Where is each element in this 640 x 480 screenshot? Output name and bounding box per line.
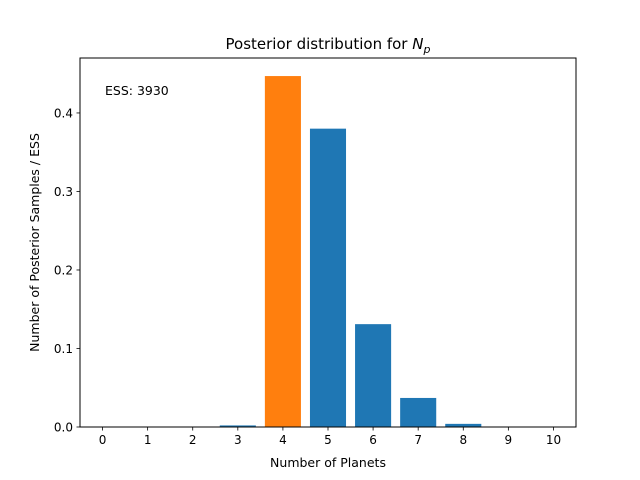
bar-5 bbox=[309, 128, 347, 427]
x-tick-label-8: 8 bbox=[459, 433, 467, 447]
x-tick-label-10: 10 bbox=[546, 433, 561, 447]
x-tick-label-7: 7 bbox=[414, 433, 422, 447]
x-axis: 0 1 2 3 4 5 6 7 8 9 10 bbox=[99, 427, 561, 447]
bar-8 bbox=[445, 423, 482, 427]
y-axis: 0.0 0.1 0.2 0.3 0.4 bbox=[54, 106, 80, 435]
bar-6 bbox=[355, 324, 392, 427]
x-tick-label-5: 5 bbox=[324, 433, 332, 447]
x-tick-label-6: 6 bbox=[369, 433, 377, 447]
bar-4 bbox=[264, 76, 301, 427]
y-tick-label-0.1: 0.1 bbox=[54, 342, 73, 356]
x-axis-title: Number of Planets bbox=[270, 455, 386, 470]
y-tick-label-0.4: 0.4 bbox=[54, 106, 73, 120]
annotation-ess: ESS: 3930 bbox=[105, 83, 169, 98]
x-tick-label-9: 9 bbox=[505, 433, 513, 447]
x-tick-label-3: 3 bbox=[234, 433, 242, 447]
chart-title: Posterior distribution for Np bbox=[226, 35, 431, 56]
x-tick-label-1: 1 bbox=[144, 433, 152, 447]
y-tick-label-0.0: 0.0 bbox=[54, 421, 73, 435]
x-tick-label-0: 0 bbox=[99, 433, 107, 447]
x-tick-label-4: 4 bbox=[279, 433, 287, 447]
y-tick-label-0.3: 0.3 bbox=[54, 185, 73, 199]
x-tick-label-2: 2 bbox=[189, 433, 197, 447]
bar-3 bbox=[219, 425, 256, 427]
y-axis-title: Number of Posterior Samples / ESS bbox=[27, 133, 42, 352]
bar-7 bbox=[400, 397, 437, 427]
bars-group bbox=[219, 76, 482, 427]
y-tick-label-0.2: 0.2 bbox=[54, 263, 73, 277]
